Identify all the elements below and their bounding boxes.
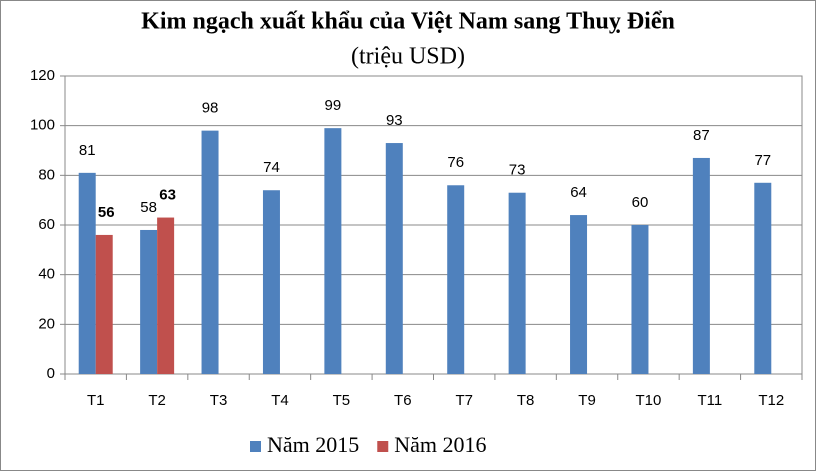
- bar: [754, 182, 772, 374]
- data-label: 98: [202, 100, 219, 117]
- x-tick-label: T12: [758, 392, 784, 409]
- data-label: 81: [79, 142, 96, 159]
- data-label: 60: [632, 194, 649, 211]
- data-label: 93: [386, 112, 403, 129]
- y-tick-label: 60: [38, 216, 55, 233]
- x-tick-label: T3: [210, 392, 228, 409]
- bar: [631, 225, 649, 374]
- bar: [140, 229, 158, 374]
- bar: [570, 215, 588, 374]
- bar: [447, 185, 465, 374]
- x-tick-label: T1: [87, 392, 105, 409]
- bar: [692, 157, 710, 374]
- legend-label: Năm 2015: [267, 432, 359, 457]
- x-tick-label: T4: [271, 392, 289, 409]
- data-label: 74: [263, 159, 280, 176]
- bar: [78, 172, 96, 374]
- chart-title: Kim ngạch xuất khẩu của Việt Nam sang Th…: [141, 9, 675, 35]
- data-label: 63: [159, 187, 176, 204]
- x-tick-label: T6: [394, 392, 412, 409]
- x-tick-label: T7: [455, 392, 473, 409]
- x-tick-label: T10: [636, 392, 662, 409]
- bar: [95, 234, 113, 374]
- y-tick-label: 120: [30, 67, 55, 84]
- y-tick-label: 80: [38, 166, 55, 183]
- data-label: 56: [98, 204, 115, 221]
- legend-label: Năm 2016: [394, 432, 486, 457]
- x-tick-label: T2: [148, 392, 166, 409]
- data-label: 87: [693, 127, 710, 144]
- data-label: 58: [140, 199, 157, 216]
- bar: [157, 217, 175, 374]
- x-tick-label: T11: [698, 392, 723, 409]
- data-label: 77: [754, 152, 771, 169]
- x-tick-label: T5: [333, 392, 351, 409]
- bar: [262, 190, 280, 374]
- y-tick-label: 100: [30, 117, 55, 134]
- data-label: 73: [509, 162, 526, 179]
- bar: [324, 128, 342, 374]
- legend-swatch: [377, 441, 389, 452]
- data-label: 64: [570, 184, 587, 201]
- y-tick-label: 40: [38, 266, 55, 283]
- y-tick-label: 0: [47, 365, 55, 382]
- x-tick-label: T9: [578, 392, 596, 409]
- bar: [508, 192, 526, 374]
- x-tick-label: T8: [517, 392, 535, 409]
- chart-subtitle: (triệu USD): [351, 44, 465, 70]
- bar: [385, 143, 403, 374]
- bar: [201, 130, 219, 374]
- data-label: 76: [447, 154, 464, 171]
- legend-swatch: [250, 441, 261, 452]
- data-label: 99: [325, 97, 342, 114]
- y-tick-label: 20: [38, 315, 55, 332]
